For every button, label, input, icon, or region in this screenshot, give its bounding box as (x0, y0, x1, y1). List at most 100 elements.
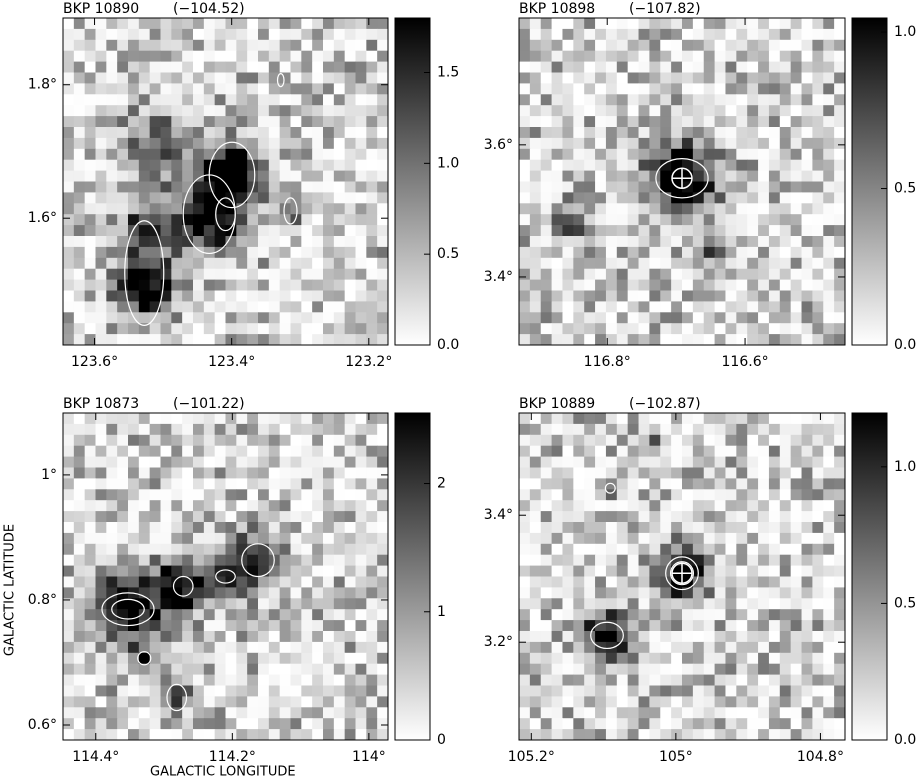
map-pixel (812, 500, 824, 512)
map-pixel (649, 685, 661, 697)
map-pixel (182, 663, 194, 676)
map-pixel (203, 268, 216, 281)
map-pixel (290, 511, 302, 523)
x-tick-label: 123.6° (71, 354, 118, 370)
map-pixel (692, 543, 705, 556)
map-pixel (258, 137, 270, 150)
map-pixel (562, 413, 574, 425)
map-pixel (638, 159, 650, 172)
map-pixel (214, 257, 226, 270)
map-pixel (551, 467, 563, 479)
map-pixel (106, 500, 118, 512)
map-pixel (682, 511, 694, 523)
map-pixel (812, 72, 824, 84)
map-pixel (182, 522, 194, 534)
map-pixel (203, 214, 216, 226)
map-pixel (225, 478, 237, 490)
map-pixel (312, 620, 324, 632)
map-pixel (138, 554, 151, 567)
map-pixel (736, 279, 748, 291)
map-pixel (203, 532, 216, 545)
map-pixel (203, 631, 216, 643)
map-pixel (247, 105, 259, 117)
map-pixel (573, 268, 585, 281)
map-pixel (258, 225, 270, 237)
map-pixel (301, 137, 313, 150)
map-pixel (519, 641, 531, 654)
x-tick-label: 116.8° (584, 354, 631, 370)
map-pixel (149, 696, 161, 708)
map-pixel (95, 631, 107, 643)
map-pixel (540, 674, 553, 686)
map-pixel (725, 413, 737, 425)
map-pixel (714, 489, 726, 501)
map-pixel (595, 61, 607, 73)
map-pixel (377, 696, 389, 708)
map-pixel (519, 576, 531, 588)
map-pixel (171, 522, 183, 534)
map-pixel (95, 576, 107, 588)
map-pixel (128, 257, 140, 270)
map-pixel (779, 116, 792, 128)
map-pixel (801, 236, 813, 248)
map-pixel (203, 83, 216, 95)
map-pixel (333, 170, 346, 182)
map-pixel (551, 685, 563, 697)
map-pixel (779, 663, 792, 676)
map-pixel (834, 511, 846, 523)
map-pixel (834, 456, 846, 468)
map-pixel (84, 323, 96, 335)
map-pixel (117, 148, 129, 161)
map-pixel (138, 445, 151, 458)
map-pixel (584, 674, 596, 686)
map-pixel (106, 478, 118, 490)
map-pixel (203, 434, 216, 447)
map-pixel (703, 423, 716, 436)
colorbar-tick-label: 0.5 (894, 181, 916, 197)
map-pixel (584, 511, 596, 523)
map-pixel (236, 159, 248, 172)
map-pixel (279, 456, 291, 468)
map-pixel (551, 236, 563, 248)
map-pixel (279, 312, 291, 324)
map-pixel (649, 663, 661, 676)
map-pixel (540, 423, 553, 436)
map-pixel (268, 434, 281, 447)
map-pixel (355, 445, 367, 458)
map-pixel (355, 127, 367, 139)
map-pixel (236, 312, 248, 324)
map-pixel (117, 685, 129, 697)
map-pixel (73, 729, 86, 741)
map-pixel (595, 203, 607, 215)
map-pixel (779, 554, 792, 567)
map-pixel (714, 268, 726, 281)
map-pixel (63, 609, 75, 621)
map-pixel (128, 137, 140, 150)
map-pixel (790, 707, 803, 719)
map-pixel (627, 312, 640, 324)
map-pixel (279, 554, 291, 567)
map-pixel (171, 652, 183, 665)
map-pixel (768, 257, 781, 270)
map-pixel (333, 137, 346, 150)
map-pixel (366, 576, 378, 588)
map-pixel (779, 674, 792, 686)
map-pixel (573, 587, 585, 599)
map-pixel (747, 696, 759, 708)
map-pixel (301, 334, 313, 346)
map-pixel (627, 565, 640, 577)
map-pixel (160, 323, 172, 335)
map-panel (63, 413, 389, 741)
map-pixel (551, 279, 563, 291)
map-pixel (616, 137, 629, 150)
map-pixel (117, 268, 129, 281)
map-pixel (834, 663, 846, 676)
map-pixel (736, 489, 748, 501)
map-pixel (671, 94, 683, 106)
map-pixel (747, 18, 759, 30)
map-pixel (834, 478, 846, 490)
map-pixel (584, 478, 596, 490)
map-pixel (703, 631, 716, 643)
map-pixel (758, 685, 770, 697)
map-pixel (95, 565, 107, 577)
